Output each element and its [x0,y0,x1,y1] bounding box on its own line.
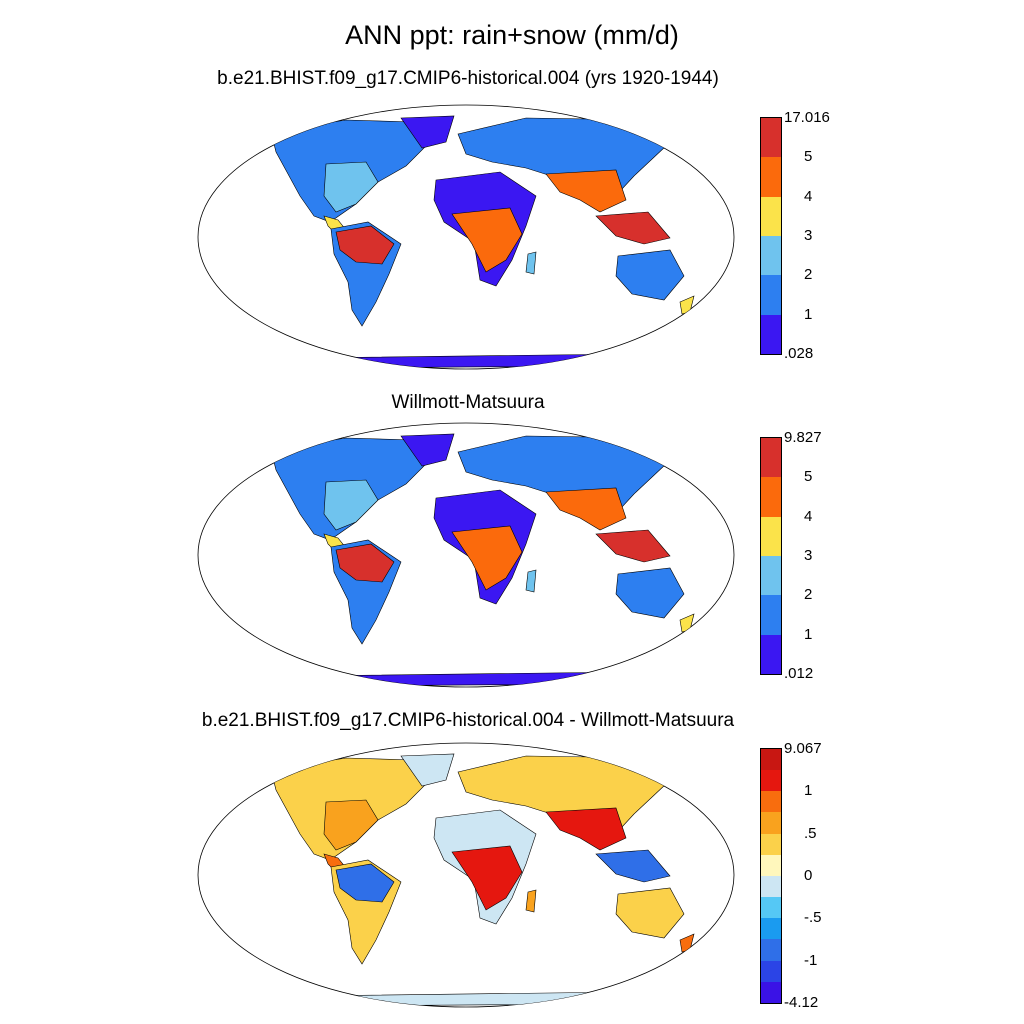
land-amazon [335,225,395,265]
panel-3-title: b.e21.BHIST.f09_g17.CMIP6-historical.004… [201,710,735,731]
colorbar-swatch [761,438,781,478]
land-greenland [400,115,455,149]
colorbar-swatch [761,960,781,982]
colorbar-label: 9.827 [784,429,822,446]
colorbar-label: -.5 [804,909,822,927]
colorbar-swatch [761,235,781,276]
figure-title: ANN ppt: rain+snow (mm/d) [345,20,679,50]
colorbar-swatch [761,275,781,315]
land-amazon [335,863,395,903]
land-north-america-east [323,161,379,213]
land-madagascar [525,251,537,275]
land-madagascar [525,569,537,593]
colorbar-label: -4.12 [784,994,819,1011]
colorbar-swatch [761,516,781,556]
colorbar-label: 9.067 [784,740,822,757]
panel-1-colorbar [760,117,782,355]
colorbar-swatch [761,918,781,940]
colorbar-swatch [761,875,781,898]
colorbar-swatch [761,477,781,517]
colorbar-swatch [761,791,781,813]
colorbar-swatch [761,595,781,635]
colorbar-swatch [761,939,781,961]
colorbar-label: 3 [804,227,813,244]
panel-1-map [197,104,735,370]
colorbar-label: 1 [804,305,813,323]
colorbar-label: 5 [804,468,813,486]
land-africa-central [451,845,523,911]
colorbar-swatch [761,196,781,236]
colorbar-swatch [761,749,781,771]
colorbar-swatch [761,833,781,855]
panel-2-map [197,422,735,688]
land-greenland [400,433,455,467]
panel-1-title: b.e21.BHIST.f09_g17.CMIP6-historical.004… [217,68,719,89]
colorbar-swatch [761,812,781,834]
colorbar-swatch [761,770,781,792]
colorbar-swatch [761,157,781,197]
land-amazon [335,543,395,583]
land-maritime-continent [595,529,671,563]
panel-2-title: Willmott-Matsuura [391,392,545,413]
land-north-america-east [323,799,379,851]
colorbar-swatch [761,897,781,919]
colorbar-swatch [761,118,781,158]
colorbar-swatch [761,854,781,876]
colorbar-label: 1 [804,625,813,643]
panel-3-map [197,742,735,1008]
colorbar-label: .5 [804,824,817,842]
colorbar-label: 3 [804,547,813,564]
land-south-asia [545,169,627,213]
colorbar-label: 4 [804,187,813,205]
colorbar-swatch [761,981,781,1003]
land-madagascar [525,889,537,913]
colorbar-label: 1 [804,782,813,800]
colorbar-label: 5 [804,148,813,166]
colorbar-label: 17.016 [784,109,830,126]
colorbar-label: 0 [804,867,813,884]
colorbar-label: -1 [804,951,818,969]
panel-3-colorbar [760,748,782,1004]
land-maritime-continent [595,849,671,883]
land-australia [615,567,685,619]
land-africa-central [451,525,523,591]
colorbar-label: 2 [804,266,813,284]
land-africa-central [451,207,523,273]
colorbar-swatch [761,314,781,354]
land-australia [615,887,685,939]
colorbar-label: .012 [784,665,814,682]
panel-2-colorbar [760,437,782,675]
colorbar-swatch [761,634,781,674]
land-greenland [400,753,455,787]
colorbar-swatch [761,555,781,596]
land-south-asia [545,487,627,531]
colorbar-label: .028 [784,345,814,362]
colorbar-label: 2 [804,586,813,604]
land-australia [615,249,685,301]
land-maritime-continent [595,211,671,245]
land-north-america-east [323,479,379,531]
colorbar-label: 4 [804,507,813,525]
land-south-asia [545,807,627,851]
